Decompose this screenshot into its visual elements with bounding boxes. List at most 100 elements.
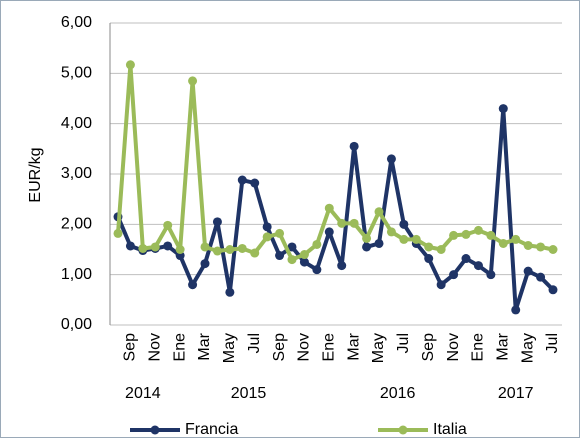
data-point [511, 305, 521, 315]
data-point [163, 241, 173, 251]
legend-label: Italia [433, 421, 467, 438]
x-tick-label: Sep [420, 333, 437, 362]
data-point [175, 245, 185, 254]
data-point [486, 230, 496, 240]
x-tick-label: Ene [171, 333, 188, 362]
data-point [200, 242, 210, 252]
data-point [299, 257, 309, 267]
data-point [411, 234, 421, 244]
data-point [486, 270, 496, 280]
data-point [536, 272, 546, 282]
data-point [287, 242, 297, 252]
data-point [473, 261, 483, 271]
data-point [188, 280, 198, 290]
y-tick-label: 0,00 [61, 316, 92, 333]
data-point [212, 246, 222, 256]
y-tick-label: 5,00 [61, 65, 92, 82]
data-point [299, 250, 309, 260]
x-group-label: 2015 [231, 385, 267, 402]
data-point [461, 229, 471, 239]
x-group-label: 2014 [125, 385, 161, 402]
x-group-label: 2017 [498, 385, 534, 402]
data-point [275, 251, 285, 261]
data-point [262, 222, 272, 232]
data-point [548, 245, 558, 254]
data-point [212, 217, 222, 227]
data-point [473, 225, 483, 235]
data-point [523, 266, 533, 276]
data-point [498, 238, 508, 248]
data-point [237, 243, 247, 253]
x-tick-label: May [221, 333, 238, 363]
y-tick-label: 2,00 [61, 216, 92, 233]
x-tick-label: Jul [395, 333, 412, 353]
data-point [461, 254, 471, 264]
data-point [200, 259, 210, 269]
data-point [125, 241, 135, 251]
x-tick-label: Nov [147, 333, 164, 361]
data-point [163, 220, 173, 230]
y-tick-label: 3,00 [61, 165, 92, 182]
data-point [386, 154, 396, 164]
data-point [424, 254, 434, 264]
x-tick-label: Jul [544, 333, 561, 353]
data-point [225, 287, 235, 297]
data-point [424, 242, 434, 252]
data-point [324, 227, 334, 237]
data-point [312, 265, 322, 275]
x-tick-label: Sep [271, 333, 288, 362]
x-tick-label: Ene [470, 333, 487, 362]
y-tick-label: 1,00 [61, 266, 92, 283]
data-point [349, 141, 359, 151]
data-point [449, 230, 459, 240]
data-point [399, 234, 409, 244]
data-point [188, 76, 198, 86]
data-point [536, 242, 546, 252]
x-group-label: 2016 [380, 385, 416, 402]
x-tick-label: Mar [495, 332, 512, 360]
x-tick-label: Jul [246, 333, 263, 353]
data-point [150, 242, 160, 252]
data-point [250, 178, 260, 188]
x-tick-label: May [519, 333, 536, 363]
data-point [250, 248, 260, 258]
data-point [349, 218, 359, 228]
data-point [548, 285, 558, 295]
data-point [312, 239, 322, 249]
data-point [449, 270, 459, 280]
data-point [337, 218, 347, 228]
x-tick-label: Nov [296, 333, 313, 361]
x-tick-label: Ene [321, 333, 338, 362]
x-tick-label: Mar [345, 332, 362, 360]
x-tick-label: May [370, 333, 387, 363]
data-point [436, 245, 446, 254]
data-point [125, 60, 135, 70]
data-point [374, 207, 384, 217]
x-tick-label: Nov [445, 333, 462, 361]
legend-label: Francia [185, 421, 238, 438]
y-axis-label: EUR/kg [27, 147, 44, 202]
legend-marker [398, 425, 408, 435]
y-tick-label: 6,00 [61, 14, 92, 31]
data-point [511, 234, 521, 244]
data-point [436, 280, 446, 290]
data-point [324, 203, 334, 213]
data-point [362, 242, 372, 252]
data-point [337, 261, 347, 271]
legend-marker [150, 425, 160, 435]
x-tick-label: Mar [196, 332, 213, 360]
data-point [498, 104, 508, 114]
data-point [374, 238, 384, 248]
data-point [275, 228, 285, 238]
data-point [225, 245, 235, 254]
data-point [262, 232, 272, 242]
y-tick-label: 4,00 [61, 115, 92, 132]
data-point [362, 233, 372, 243]
data-point [399, 219, 409, 229]
data-point [523, 240, 533, 250]
data-point [113, 228, 123, 238]
data-point [386, 227, 396, 237]
x-tick-label: Sep [122, 333, 139, 362]
data-point [138, 243, 148, 253]
